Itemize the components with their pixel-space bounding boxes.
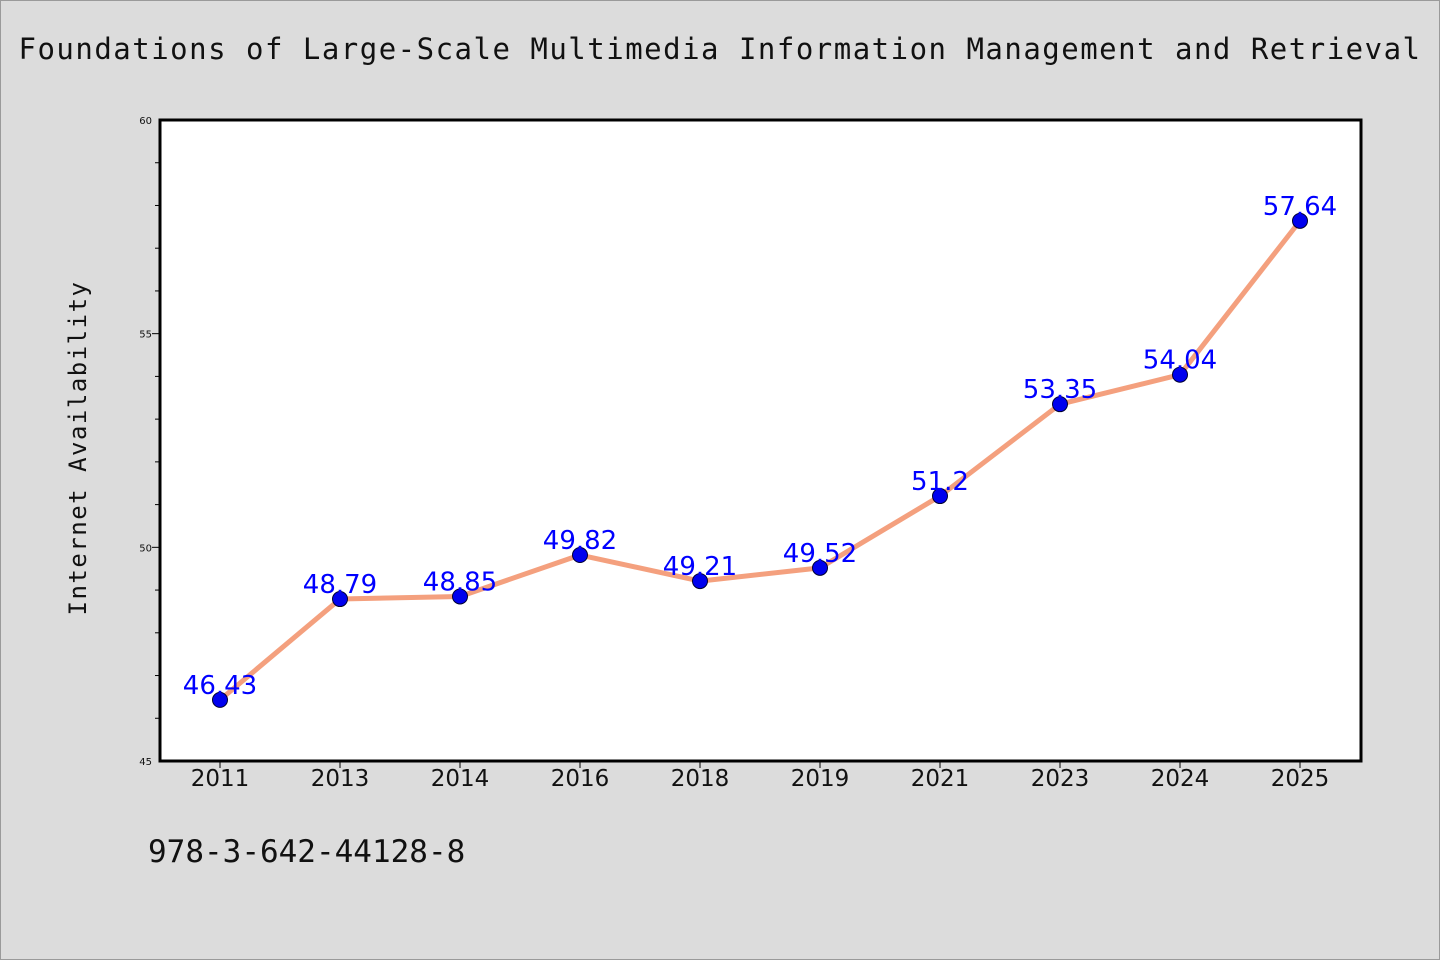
chart-title: Foundations of Large-Scale Multimedia In…: [18, 32, 1422, 66]
x-tick-label: 2021: [911, 766, 970, 792]
data-label: 46.43: [183, 671, 257, 701]
x-tick-label: 2018: [671, 766, 730, 792]
series-line-group: [218, 219, 1302, 702]
y-tick-label: 55: [139, 330, 152, 341]
data-label: 48.79: [303, 570, 377, 600]
series-line: [218, 219, 1302, 702]
y-tick-label: 50: [139, 543, 152, 554]
data-point: [1292, 212, 1308, 229]
data-label: 49.21: [663, 552, 737, 582]
data-point: [572, 547, 588, 564]
x-axis-ticks: 2011 2013 2014 2016 2018 2019 2021 2023 2024 2025: [191, 761, 1330, 792]
data-point: [1172, 366, 1188, 383]
x-tick-label: 2024: [1151, 766, 1210, 792]
data-label: 57.64: [1263, 192, 1337, 222]
x-tick-label: 2019: [791, 766, 850, 792]
data-point: [1052, 396, 1068, 413]
data-label: 48.85: [423, 567, 497, 597]
data-label: 53.35: [1023, 375, 1097, 405]
x-tick-label: 2023: [1031, 766, 1090, 792]
y-axis-ticks: 45 50 55 60: [139, 116, 160, 768]
data-point: [932, 488, 948, 505]
data-labels: 46.43 48.79 48.85 49.82 49.21 49.52 51.2 53.35 5…: [183, 192, 1337, 701]
x-tick-label: 2011: [191, 766, 250, 792]
data-point: [692, 573, 708, 590]
x-tick-label: 2025: [1271, 766, 1330, 792]
data-label: 49.82: [543, 526, 617, 556]
isbn-footer: 978-3-642-44128-8: [148, 834, 466, 870]
data-label: 49.52: [783, 539, 857, 569]
x-tick-label: 2013: [311, 766, 370, 792]
data-point: [212, 691, 228, 708]
data-label: 54.04: [1143, 346, 1217, 376]
series-markers: [212, 212, 1308, 708]
y-tick-label: 45: [139, 757, 152, 768]
data-point: [452, 588, 468, 605]
data-label: 51.2: [911, 467, 969, 497]
y-tick-label: 60: [139, 116, 152, 127]
plot-area: [158, 118, 1363, 763]
data-point: [812, 559, 828, 576]
y-axis-label: Internet Availability: [64, 281, 92, 616]
x-tick-label: 2016: [551, 766, 610, 792]
data-point: [332, 591, 348, 608]
x-tick-label: 2014: [431, 766, 490, 792]
